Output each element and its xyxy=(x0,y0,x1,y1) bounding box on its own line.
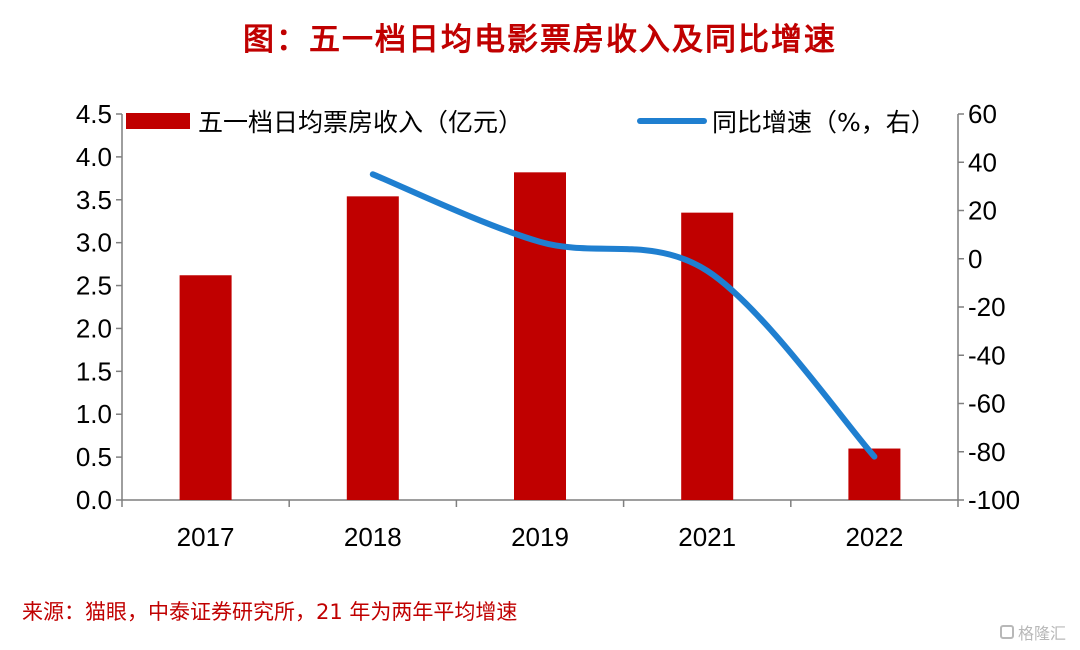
y-right-tick-label: -60 xyxy=(968,389,1006,419)
y-left-tick-label: 0.0 xyxy=(76,485,112,515)
x-tick-label: 2017 xyxy=(177,522,235,552)
watermark-text: 格隆汇 xyxy=(1017,624,1066,643)
y-right-tick-label: 0 xyxy=(968,244,982,274)
x-tick-label: 2022 xyxy=(845,522,903,552)
y-right-tick-label: 20 xyxy=(968,196,997,226)
y-left-tick-label: 4.0 xyxy=(76,142,112,172)
bars xyxy=(179,172,901,500)
bar xyxy=(681,212,734,500)
x-tick-label: 2021 xyxy=(678,522,736,552)
y-right-tick-label: -20 xyxy=(968,292,1006,322)
x-tick-label: 2018 xyxy=(344,522,402,552)
y-right-tick-label: -40 xyxy=(968,340,1006,370)
legend-bar-label: 五一档日均票房收入（亿元） xyxy=(198,108,523,137)
legend-bar-swatch xyxy=(126,113,190,129)
bar xyxy=(179,275,232,500)
ticks: 0.0 0.5 1.0 1.5 2.0 2.5 3.0 3.5 4.0 4.5 -100 -80 -60… xyxy=(76,99,1020,552)
y-left-tick-label: 1.0 xyxy=(76,399,112,429)
y-left-tick-label: 4.5 xyxy=(76,99,112,129)
y-left-tick-label: 1.5 xyxy=(76,356,112,386)
y-left-tick-label: 0.5 xyxy=(76,442,112,472)
y-right-tick-label: 60 xyxy=(968,99,997,129)
y-right-tick-label: 40 xyxy=(968,147,997,177)
source-note: 来源：猫眼，中泰证券研究所，21 年为两年平均增速 xyxy=(22,600,518,624)
legend: 五一档日均票房收入（亿元） 同比增速（%，右） xyxy=(126,108,936,137)
bar xyxy=(514,172,566,500)
y-right-tick-label: -80 xyxy=(968,437,1006,467)
y-left-tick-label: 2.0 xyxy=(76,313,112,343)
growth-line-path xyxy=(369,171,878,460)
y-left-tick-label: 3.0 xyxy=(76,228,112,258)
y-left-tick-label: 2.5 xyxy=(76,271,112,301)
y-left-tick-label: 3.5 xyxy=(76,185,112,215)
x-tick-label: 2019 xyxy=(511,522,569,552)
growth-line xyxy=(369,171,878,460)
bar xyxy=(346,196,399,500)
chart: 0.0 0.5 1.0 1.5 2.0 2.5 3.0 3.5 4.0 4.5 -100 -80 -60… xyxy=(76,99,1020,552)
watermark: 格隆汇 xyxy=(999,620,1066,644)
chart-title: 图：五一档日均电影票房收入及同比增速 xyxy=(243,22,837,58)
y-right-tick-label: -100 xyxy=(968,485,1020,515)
watermark-logo-icon xyxy=(999,625,1014,639)
legend-line-label: 同比增速（%，右） xyxy=(712,108,936,137)
